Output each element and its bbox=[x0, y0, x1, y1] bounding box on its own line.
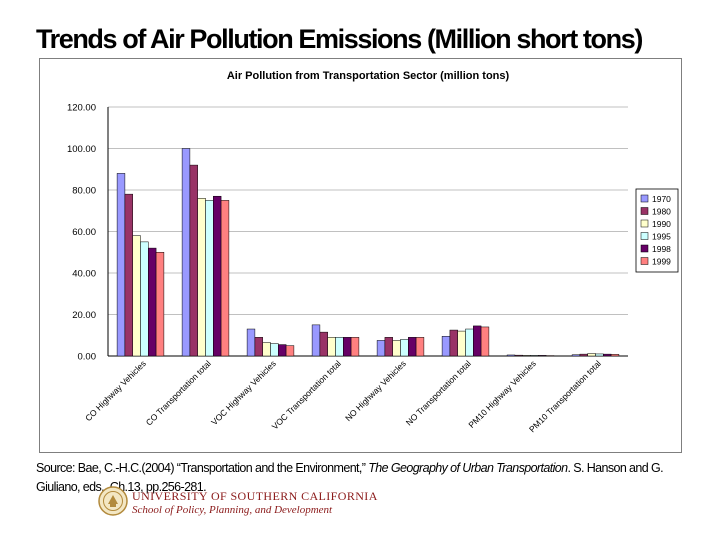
bar bbox=[603, 353, 612, 357]
bar bbox=[514, 354, 523, 357]
bar bbox=[155, 252, 165, 357]
y-tick-label: 0.00 bbox=[78, 352, 97, 363]
bar bbox=[124, 193, 133, 357]
x-tick-label: NO Highway Vehicles bbox=[343, 358, 408, 423]
legend-swatch bbox=[640, 194, 649, 203]
bar bbox=[530, 355, 539, 357]
bar bbox=[522, 355, 531, 357]
y-tick-label: 80.00 bbox=[72, 186, 96, 197]
bar bbox=[595, 353, 604, 357]
bar bbox=[246, 328, 256, 357]
chart-title: Air Pollution from Transportation Sector… bbox=[227, 70, 510, 82]
bar bbox=[571, 354, 581, 357]
university-seal-icon bbox=[98, 486, 128, 516]
bar bbox=[538, 355, 547, 357]
bar bbox=[376, 340, 386, 357]
bar bbox=[285, 345, 295, 357]
bar bbox=[278, 344, 287, 357]
bar bbox=[473, 325, 482, 357]
legend-label: 1998 bbox=[652, 244, 671, 254]
source-suffix: . S. Hanson and G. Giuliano, eds., Ch.13… bbox=[36, 461, 664, 494]
bar bbox=[197, 198, 206, 357]
bar bbox=[441, 336, 451, 357]
bar bbox=[465, 328, 474, 357]
legend-label: 1980 bbox=[652, 207, 671, 217]
bar bbox=[220, 200, 230, 357]
university-name: UNIVERSITY OF SOUTHERN CALIFORNIA bbox=[132, 489, 378, 503]
bar bbox=[319, 331, 328, 357]
school-name: School of Policy, Planning, and Developm… bbox=[132, 504, 333, 516]
bar bbox=[545, 355, 555, 357]
chart-frame: Air Pollution from Transportation Sector… bbox=[39, 58, 682, 453]
y-tick-label: 20.00 bbox=[72, 310, 96, 321]
bar bbox=[506, 354, 516, 357]
bar-chart: Air Pollution from Transportation Sector… bbox=[67, 70, 679, 434]
slide-title: Trends of Air Pollution Emissions (Milli… bbox=[36, 24, 643, 54]
bar bbox=[343, 337, 352, 357]
bar bbox=[408, 337, 417, 357]
bar bbox=[132, 235, 141, 357]
bar bbox=[587, 353, 596, 357]
bar bbox=[213, 195, 222, 357]
legend-swatch bbox=[640, 232, 649, 240]
legend-label: 1990 bbox=[652, 219, 671, 229]
bar bbox=[181, 148, 191, 357]
bar bbox=[449, 329, 458, 357]
x-tick-label: VOC Highway Vehicles bbox=[209, 358, 278, 427]
bar bbox=[384, 337, 393, 357]
bar bbox=[579, 353, 588, 357]
bar bbox=[262, 342, 271, 357]
bar bbox=[415, 337, 425, 357]
legend-label: 1999 bbox=[652, 257, 671, 267]
bar bbox=[457, 330, 466, 357]
x-tick-label: PM10 Highway Vehicles bbox=[466, 358, 538, 430]
bar bbox=[140, 241, 149, 357]
bar bbox=[392, 340, 401, 357]
bar bbox=[327, 337, 336, 357]
x-tick-label: VOC Transportation total bbox=[270, 358, 343, 431]
bar bbox=[610, 354, 620, 357]
bar bbox=[148, 247, 157, 357]
bar bbox=[350, 337, 360, 357]
bar bbox=[270, 343, 279, 357]
bar bbox=[116, 173, 126, 357]
source-citation: Source: Bae, C.-H.C.(2004) “Transportati… bbox=[36, 459, 696, 497]
legend-swatch bbox=[640, 207, 649, 215]
legend-swatch bbox=[640, 244, 649, 253]
x-tick-label: NO Transportation total bbox=[404, 358, 473, 427]
source-book-title: The Geography of Urban Transportation bbox=[368, 461, 568, 475]
bar bbox=[400, 339, 409, 357]
bar bbox=[254, 337, 263, 357]
x-tick-label: CO Transportation total bbox=[144, 358, 213, 427]
bar bbox=[189, 164, 198, 357]
y-tick-label: 40.00 bbox=[72, 269, 96, 280]
x-tick-label: CO Highway Vehicles bbox=[83, 358, 148, 423]
y-tick-label: 120.00 bbox=[67, 103, 96, 114]
y-tick-label: 60.00 bbox=[72, 227, 96, 238]
legend-label: 1970 bbox=[652, 194, 671, 204]
legend-swatch bbox=[640, 257, 649, 265]
bar bbox=[311, 324, 321, 357]
bar bbox=[480, 326, 490, 357]
y-tick-label: 100.00 bbox=[67, 144, 96, 155]
bar bbox=[335, 337, 344, 357]
x-tick-label: PM10 Transportation total bbox=[527, 358, 603, 434]
legend-swatch bbox=[640, 219, 649, 228]
usc-logo: UNIVERSITY OF SOUTHERN CALIFORNIA School… bbox=[98, 486, 438, 524]
source-prefix: Source: Bae, C.-H.C.(2004) “Transportati… bbox=[36, 461, 369, 475]
bar bbox=[205, 200, 214, 357]
legend-label: 1995 bbox=[652, 232, 671, 242]
